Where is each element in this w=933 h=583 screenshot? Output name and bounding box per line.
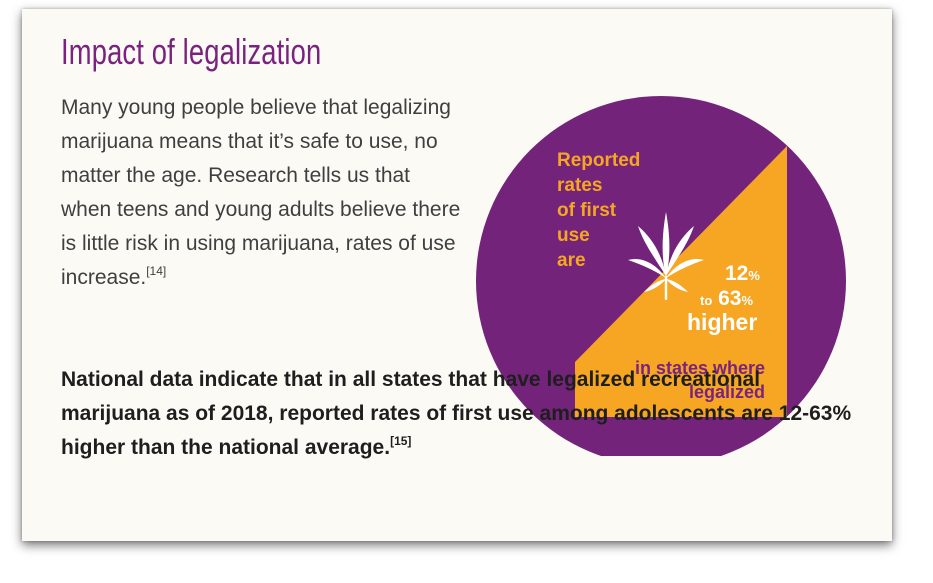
rates-line: use	[557, 225, 590, 246]
higher-label: higher	[687, 309, 758, 335]
percent-low-value: 12	[725, 262, 749, 285]
content-card: Impact of legalization Many young people…	[22, 9, 892, 541]
rates-line: of first	[557, 200, 617, 221]
percent-high-unit: %	[741, 293, 754, 308]
percent-to: to	[700, 293, 713, 308]
percent-low-unit: %	[748, 268, 760, 283]
national-data-text: National data indicate that in all state…	[61, 368, 852, 459]
intro-text: Many young people believe that legalizin…	[61, 96, 461, 289]
infographic-graphic	[476, 96, 846, 456]
national-data-paragraph: National data indicate that in all state…	[61, 363, 861, 465]
percent-high-value: 63	[718, 287, 742, 310]
states-line: in states where	[634, 358, 765, 378]
citation-14-link[interactable]: [14]	[146, 264, 167, 278]
percent-low: 12%	[725, 262, 760, 288]
intro-paragraph: Many young people believe that legalizin…	[61, 91, 461, 295]
orange-wedge	[575, 146, 787, 417]
rates-line: are	[557, 250, 586, 271]
rates-line: Reported	[557, 150, 641, 171]
section-title: Impact of legalization	[61, 31, 322, 72]
states-label: in states where legalized	[595, 356, 765, 404]
legalization-infographic: Reported rates of first use are 12% to 6…	[475, 84, 847, 456]
states-line: legalized	[688, 382, 765, 402]
rates-label: Reported rates of first use are	[557, 148, 640, 273]
cannabis-leaf-icon	[628, 212, 704, 300]
rates-line: rates	[557, 175, 603, 196]
percent-high: to 63%	[700, 287, 753, 313]
citation-15-link[interactable]: [15]	[390, 434, 412, 448]
